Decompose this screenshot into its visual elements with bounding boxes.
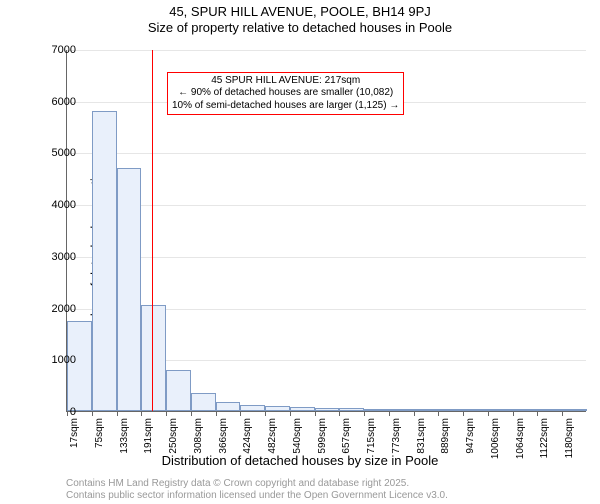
- x-tick-mark: [290, 411, 291, 416]
- annotation-line1: 45 SPUR HILL AVENUE: 217sqm: [172, 75, 399, 88]
- histogram-bar: [240, 405, 265, 411]
- chart-title: 45, SPUR HILL AVENUE, POOLE, BH14 9PJ: [0, 4, 600, 19]
- x-tick-label: 17sqm: [69, 418, 80, 448]
- plot-area: 45 SPUR HILL AVENUE: 217sqm ← 90% of det…: [66, 50, 586, 412]
- x-tick-label: 715sqm: [366, 418, 377, 454]
- x-tick-mark: [513, 411, 514, 416]
- y-tick-label: 3000: [28, 251, 76, 263]
- histogram-bar: [117, 168, 142, 411]
- histogram-bar: [216, 402, 241, 411]
- x-tick-label: 889sqm: [440, 418, 451, 454]
- credits-line2: Contains public sector information licen…: [66, 490, 448, 502]
- x-tick-label: 773sqm: [391, 418, 402, 454]
- x-tick-mark: [562, 411, 563, 416]
- x-tick-mark: [240, 411, 241, 416]
- histogram-bar: [290, 407, 315, 411]
- histogram-bar: [92, 111, 117, 411]
- x-tick-label: 424sqm: [242, 418, 253, 454]
- histogram-bar: [463, 409, 488, 411]
- histogram-bar: [265, 406, 290, 411]
- x-tick-label: 482sqm: [267, 418, 278, 454]
- x-tick-mark: [166, 411, 167, 416]
- x-tick-label: 191sqm: [143, 418, 154, 454]
- x-tick-label: 133sqm: [119, 418, 130, 454]
- x-axis-label: Distribution of detached houses by size …: [0, 453, 600, 468]
- x-tick-mark: [488, 411, 489, 416]
- histogram-bar: [315, 408, 340, 411]
- x-tick-mark: [537, 411, 538, 416]
- x-tick-label: 540sqm: [292, 418, 303, 454]
- y-tick-label: 0: [28, 406, 76, 418]
- x-tick-label: 75sqm: [94, 418, 105, 448]
- x-tick-label: 947sqm: [465, 418, 476, 454]
- x-tick-mark: [117, 411, 118, 416]
- histogram-bar: [414, 409, 439, 411]
- x-tick-label: 599sqm: [317, 418, 328, 454]
- credits: Contains HM Land Registry data © Crown c…: [66, 478, 448, 502]
- y-tick-label: 6000: [28, 96, 76, 108]
- histogram-bar: [438, 409, 463, 411]
- x-tick-mark: [315, 411, 316, 416]
- x-tick-mark: [216, 411, 217, 416]
- y-tick-label: 1000: [28, 354, 76, 366]
- y-tick-label: 2000: [28, 303, 76, 315]
- x-tick-mark: [141, 411, 142, 416]
- x-tick-mark: [463, 411, 464, 416]
- histogram-bar: [339, 408, 364, 411]
- x-tick-label: 831sqm: [416, 418, 427, 454]
- x-tick-label: 308sqm: [193, 418, 204, 454]
- x-tick-label: 657sqm: [341, 418, 352, 454]
- x-tick-mark: [265, 411, 266, 416]
- x-tick-label: 250sqm: [168, 418, 179, 454]
- y-tick-label: 5000: [28, 147, 76, 159]
- histogram-bar: [191, 393, 216, 411]
- histogram-bar: [488, 409, 513, 411]
- histogram-bar: [562, 409, 587, 411]
- x-tick-mark: [364, 411, 365, 416]
- x-tick-mark: [438, 411, 439, 416]
- histogram-bar: [389, 409, 414, 411]
- histogram-bar: [141, 305, 166, 411]
- credits-line1: Contains HM Land Registry data © Crown c…: [66, 478, 448, 490]
- annotation-line3: 10% of semi-detached houses are larger (…: [172, 100, 399, 113]
- histogram-bar: [364, 409, 389, 411]
- annotation-line2: ← 90% of detached houses are smaller (10…: [172, 87, 399, 100]
- x-tick-label: 366sqm: [218, 418, 229, 454]
- histogram-bar: [537, 409, 562, 411]
- chart-subtitle: Size of property relative to detached ho…: [0, 20, 600, 35]
- x-tick-mark: [414, 411, 415, 416]
- x-tick-mark: [191, 411, 192, 416]
- histogram-bar: [166, 370, 191, 411]
- y-tick-label: 7000: [28, 44, 76, 56]
- y-tick-label: 4000: [28, 199, 76, 211]
- annotation-box: 45 SPUR HILL AVENUE: 217sqm ← 90% of det…: [167, 72, 404, 116]
- x-tick-mark: [339, 411, 340, 416]
- histogram-bar: [513, 409, 538, 411]
- x-tick-mark: [389, 411, 390, 416]
- marker-line: [152, 50, 153, 411]
- x-tick-mark: [92, 411, 93, 416]
